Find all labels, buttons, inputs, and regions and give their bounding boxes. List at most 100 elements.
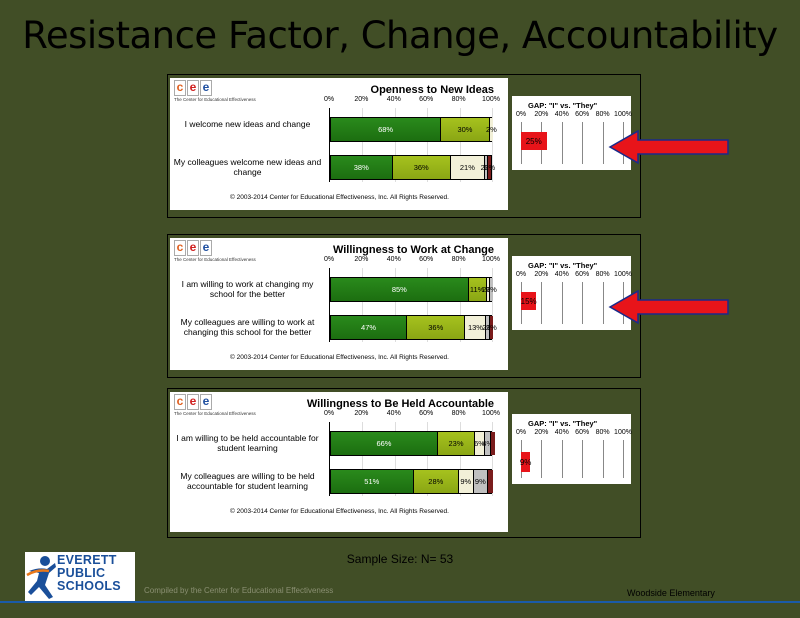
- gap-bar: 15%: [521, 292, 537, 310]
- stacked-bar: 68% 30% 2%: [330, 117, 497, 142]
- gap-tick-label: 0%: [515, 429, 527, 436]
- gridline: [427, 108, 429, 182]
- gap-tick-label: 40%: [554, 111, 569, 118]
- axis-tick-label: 20%: [354, 410, 369, 417]
- gap-gridline: [623, 440, 624, 478]
- sample-size: Sample Size: N= 53: [346, 552, 454, 566]
- gap-gridline: [582, 282, 584, 324]
- axis-tick-label: 40%: [386, 256, 401, 263]
- gap-axis-ticks: 0% 20% 40% 60% 80% 100%: [516, 429, 632, 438]
- gridline: [459, 422, 461, 496]
- stacked-bar: 51% 28% 9% 9%: [330, 469, 493, 494]
- cee-logo-subtitle: The Center for Educational Effectiveness: [174, 97, 256, 102]
- gap-gridline: [602, 122, 604, 164]
- axis-tick-label: 40%: [386, 410, 401, 417]
- gap-tick-label: 60%: [575, 429, 590, 436]
- bar-segment: 2%: [482, 278, 493, 301]
- gap-gridline: [541, 440, 543, 478]
- gap-gridline: [561, 440, 563, 478]
- gap-gridline: [561, 122, 563, 164]
- gap-gridline: [602, 440, 604, 478]
- bar-segment: 30%: [441, 118, 490, 141]
- chart-card: c e e The Center for Educational Effectiven…: [170, 392, 508, 532]
- gap-tick-label: 20%: [534, 111, 549, 118]
- gap-gridline: [582, 440, 584, 478]
- bar-segment: 2%: [481, 156, 491, 179]
- gap-tick-label: 60%: [575, 271, 590, 278]
- gap-tick-label: 100%: [614, 111, 632, 118]
- bar-segment: 2%: [482, 316, 493, 339]
- district-logo: EVERETT PUBLIC SCHOOLS: [25, 552, 135, 602]
- bar-segment: 4%: [482, 432, 493, 455]
- slide-title: Resistance Factor, Change, Accountabilit…: [22, 14, 778, 57]
- bar-segment: 38%: [331, 156, 393, 179]
- bar-segment: 2%: [486, 278, 497, 301]
- gap-gridline: [561, 282, 563, 324]
- gap-tick-label: 40%: [554, 429, 569, 436]
- district-logo-figure-icon: [26, 556, 56, 599]
- bar-segment: [488, 470, 493, 493]
- question-label: I welcome new ideas and change: [184, 119, 311, 129]
- cee-logo-letter: c: [174, 80, 186, 96]
- gap-chart: GAP: "I" vs. "They" 0% 20% 40% 60% 80% 100% 15%: [512, 256, 632, 330]
- axis-tick-label: 80%: [451, 410, 466, 417]
- bar-segment: 6%: [474, 432, 485, 455]
- gridline: [394, 422, 396, 496]
- footer-line: [0, 601, 800, 603]
- bar-segment: 13%: [465, 316, 487, 339]
- arrow-left-icon: [608, 289, 729, 325]
- axis-tick-label: 80%: [451, 256, 466, 263]
- axis-tick-label: 60%: [419, 410, 434, 417]
- bar-segment: 21%: [450, 156, 485, 179]
- bar-segment: 2%: [486, 118, 497, 141]
- gap-tick-label: 80%: [595, 271, 610, 278]
- axis-tick-label: 100%: [482, 256, 500, 263]
- cee-logo-letter: e: [200, 240, 212, 256]
- bar-segment: [491, 432, 495, 455]
- chart-title: Willingness to Work at Change: [332, 244, 494, 256]
- cee-logo-letter: c: [174, 240, 186, 256]
- gap-title: GAP: "I" vs. "They": [528, 419, 598, 428]
- bar-segment: 66%: [331, 432, 438, 455]
- chart-card: c e e The Center for Educational Effectiven…: [170, 78, 508, 210]
- gap-gridline: [582, 122, 584, 164]
- cee-logo-subtitle: The Center for Educational Effectiveness: [174, 257, 256, 262]
- bar-segment: 36%: [392, 156, 451, 179]
- bar-segment: 68%: [331, 118, 442, 141]
- school-name: Woodside Elementary: [627, 588, 715, 598]
- cee-logo: c e e The Center for Educational Effectiven…: [174, 394, 256, 418]
- bar-plot: 68% 30% 2% 38% 36% 21% 2% 2%: [329, 108, 497, 182]
- chart-title: Openness to New Ideas: [370, 84, 494, 96]
- chart-panel: [167, 388, 641, 538]
- bar-segment: 11%: [468, 278, 487, 301]
- bar-segment: 47%: [331, 316, 408, 339]
- gridline: [394, 268, 396, 342]
- gap-plot-area: 9%: [520, 440, 624, 478]
- gridline: [427, 422, 429, 496]
- stacked-bar: 47% 36% 13% 2% 2%: [330, 315, 497, 340]
- district-logo-line-2: PUBLIC: [57, 566, 106, 580]
- axis-ticks: 0% 20% 40% 60% 80% 100%: [324, 256, 500, 266]
- cee-logo: c e e The Center for Educational Effectiven…: [174, 240, 256, 264]
- gap-tick-label: 0%: [515, 271, 527, 278]
- gap-axis-ticks: 0% 20% 40% 60% 80% 100%: [516, 271, 632, 280]
- question-label: My colleagues welcome new ideas and chan…: [173, 157, 322, 177]
- chart-card: c e e The Center for Educational Effectiven…: [170, 238, 508, 370]
- axis-tick-label: 40%: [386, 96, 401, 103]
- chart-title: Willingness to Be Held Accountable: [306, 398, 494, 410]
- question-label: My colleagues are willing to work at cha…: [180, 317, 315, 337]
- gridline: [362, 268, 364, 342]
- gridline: [362, 422, 364, 496]
- gap-tick-label: 40%: [554, 271, 569, 278]
- district-logo-line-3: SCHOOLS: [57, 579, 121, 593]
- stacked-bar: 85% 11% 2% 2%: [330, 277, 497, 302]
- cee-logo-letter: e: [200, 394, 212, 410]
- bar-segment: 28%: [413, 470, 459, 493]
- axis-tick-label: 60%: [419, 256, 434, 263]
- gap-tick-label: 20%: [534, 429, 549, 436]
- axis-tick-label: 0%: [323, 410, 335, 417]
- gap-tick-label: 100%: [614, 271, 632, 278]
- gridline: [427, 268, 429, 342]
